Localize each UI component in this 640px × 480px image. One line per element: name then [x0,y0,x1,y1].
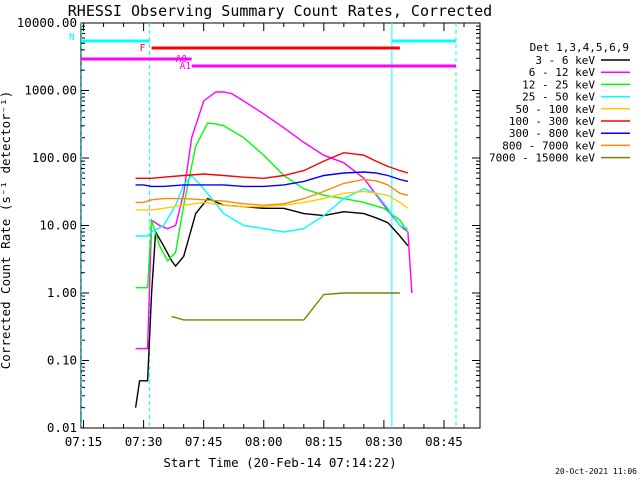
plot-frame [80,22,481,429]
legend-entry-label: 12 - 25 keV [522,78,595,91]
legend-entry-label: 800 - 7000 keV [502,139,595,152]
legend-entry-label: 7000 - 15000 keV [489,152,595,165]
y-tick-label: 1000.00 [24,83,77,98]
y-tick-label: 10000.00 [17,15,77,30]
x-tick-label: 07:15 [65,434,103,449]
status-bar-label: A0 [176,54,188,65]
legend-header: Det 1,3,4,5,6,9 [530,41,629,54]
series-line-1 [135,91,413,350]
y-tick-label: 100.00 [32,150,77,165]
x-tick-label: 07:30 [125,434,163,449]
legend-entry-label: 3 - 6 keV [535,54,595,67]
status-bar-label: F [140,43,146,54]
x-tick-label: 08:45 [425,434,463,449]
chart-title: RHESSI Observing Summary Count Rates, Co… [68,2,492,20]
x-tick-label: 08:00 [245,434,283,449]
series-line-8 [171,292,400,321]
legend-entry-label: 50 - 100 keV [516,103,596,116]
legend-entry-label: 25 - 50 keV [522,91,595,104]
y-tick-label: 10.00 [39,218,77,233]
legend-entry-label: 100 - 300 keV [509,115,595,128]
series-line-7 [135,178,409,206]
x-tick-label: 08:30 [365,434,403,449]
x-tick-label: 07:45 [185,434,223,449]
x-axis-label: Start Time (20-Feb-14 07:14:22) [163,455,396,470]
y-tick-label: 0.10 [47,353,77,368]
status-bar-label: N [69,32,75,43]
series-line-2 [135,122,409,289]
series-line-6 [135,171,409,188]
y-axis-label: Corrected Count Rate (s⁻¹ detector⁻¹) [0,91,13,369]
series-line-4 [135,190,409,211]
y-tick-label: 0.01 [47,420,77,435]
legend-entry-label: 300 - 800 keV [509,127,595,140]
y-tick-label: 1.00 [47,285,77,300]
timestamp-footer: 20-Oct-2021 11:06 [555,467,637,476]
status-bar-label: A1 [180,61,192,72]
series-line-0 [134,197,409,408]
series-line-5 [135,151,409,180]
plot-area: 0.01 0.10 1.00 10.00 100.00 1000.00 10000.00 07… [17,15,481,449]
series-line-3 [135,174,409,237]
legend-entry-label: 6 - 12 keV [529,66,596,79]
x-tick-label: 08:15 [305,434,343,449]
